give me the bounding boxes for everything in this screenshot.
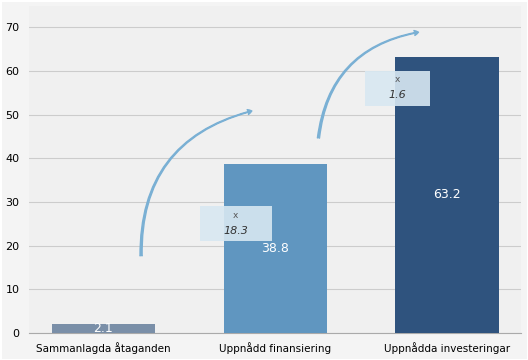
Text: x: x [394, 75, 400, 84]
Text: 1.6: 1.6 [388, 90, 406, 100]
Bar [223, 163, 327, 333]
Text: 18.3: 18.3 [223, 226, 248, 236]
Bar [52, 324, 155, 333]
Text: x: x [233, 211, 238, 220]
Text: 2.1: 2.1 [93, 322, 113, 335]
Text: 63.2: 63.2 [433, 188, 461, 202]
FancyBboxPatch shape [364, 71, 430, 106]
Text: 38.8: 38.8 [261, 242, 289, 255]
FancyBboxPatch shape [200, 206, 272, 241]
Bar [395, 57, 498, 333]
